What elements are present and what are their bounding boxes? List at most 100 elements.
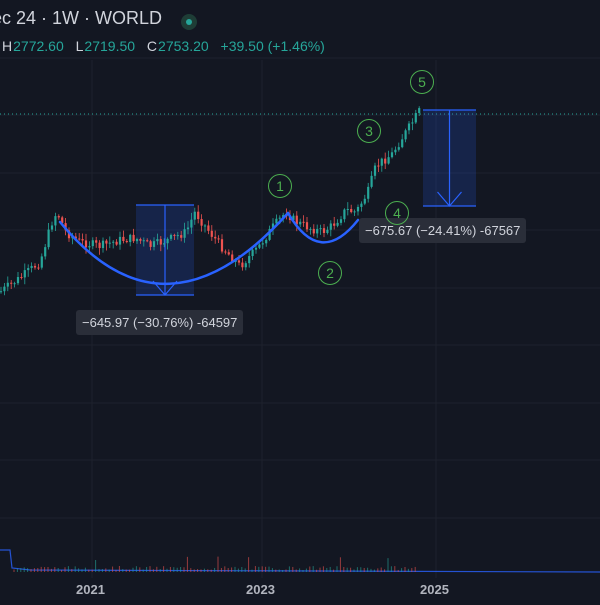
candle-40 xyxy=(135,237,139,244)
low-label: L xyxy=(75,38,84,54)
candle-80 xyxy=(271,218,275,236)
candle-9 xyxy=(30,262,33,273)
candle-93 xyxy=(316,224,319,238)
measure-box-right xyxy=(423,109,476,207)
candle-54 xyxy=(183,222,186,243)
candle-109 xyxy=(370,171,373,189)
time-axis[interactable]: 2021 2023 2025 xyxy=(0,578,600,600)
candle-116 xyxy=(394,146,397,156)
candle-101 xyxy=(343,208,346,223)
candle-92 xyxy=(312,224,315,237)
candle-67 xyxy=(227,249,230,256)
candle-36 xyxy=(122,230,125,244)
candle-37 xyxy=(125,238,128,244)
candle-10 xyxy=(33,263,37,270)
candle-99 xyxy=(336,219,339,228)
cup-curve xyxy=(58,211,290,285)
candle-65 xyxy=(220,234,224,254)
candle-64 xyxy=(217,235,220,243)
symbol-title[interactable]: ec 24 · 1W · WORLD xyxy=(0,8,163,28)
candle-45 xyxy=(152,237,156,251)
candle-0 xyxy=(0,286,3,294)
candle-113 xyxy=(384,152,387,170)
candle-11 xyxy=(37,263,40,271)
candle-26 xyxy=(88,241,91,252)
candle-8 xyxy=(27,264,30,277)
candle-2 xyxy=(6,276,9,292)
candle-53 xyxy=(180,230,183,242)
candle-31 xyxy=(105,239,108,251)
candle-60 xyxy=(203,224,207,233)
candle-90 xyxy=(305,216,309,232)
close-value: 2753.20 xyxy=(158,38,209,54)
candle-58 xyxy=(197,205,200,224)
volume-line xyxy=(0,549,600,573)
candle-12 xyxy=(40,253,43,270)
candle-123 xyxy=(418,106,421,116)
market-status-icon[interactable] xyxy=(181,14,197,30)
candle-44 xyxy=(149,239,152,251)
candle-114 xyxy=(387,150,390,165)
candle-5 xyxy=(16,271,20,286)
candle-66 xyxy=(224,249,227,255)
candle-76 xyxy=(258,243,261,250)
candle-89 xyxy=(302,215,305,227)
candle-97 xyxy=(329,220,332,237)
candle-34 xyxy=(115,239,118,246)
candle-50 xyxy=(169,233,173,241)
candle-7 xyxy=(23,263,26,285)
change-value: +39.50 (+1.46%) xyxy=(220,38,325,54)
wave-label-4[interactable]: 4 xyxy=(385,201,409,225)
candle-94 xyxy=(319,224,322,235)
time-tick-2025: 2025 xyxy=(420,582,449,597)
handle-curve xyxy=(286,211,360,244)
candle-19 xyxy=(64,218,67,236)
candle-6 xyxy=(20,273,23,280)
candle-100 xyxy=(339,216,343,226)
wave-label-2[interactable]: 2 xyxy=(318,261,342,285)
candle-32 xyxy=(108,236,111,249)
candle-105 xyxy=(356,204,360,216)
candle-115 xyxy=(390,147,394,159)
candle-78 xyxy=(265,238,268,247)
candle-24 xyxy=(81,233,84,247)
candle-49 xyxy=(166,237,169,250)
candle-122 xyxy=(414,109,417,124)
candle-103 xyxy=(350,204,353,214)
cup-handle-curves xyxy=(58,211,360,285)
candle-117 xyxy=(397,142,400,152)
candle-59 xyxy=(200,214,203,232)
candle-51 xyxy=(173,233,176,240)
wave-label-5[interactable]: 5 xyxy=(410,70,434,94)
candle-110 xyxy=(373,162,377,180)
wave-label-1[interactable]: 1 xyxy=(268,174,292,198)
candle-71 xyxy=(241,257,244,271)
candle-57 xyxy=(193,207,196,225)
candle-35 xyxy=(118,231,122,250)
wave-label-3[interactable]: 3 xyxy=(357,119,381,143)
close-label: C xyxy=(146,38,158,54)
candle-72 xyxy=(244,261,247,271)
candle-108 xyxy=(367,182,370,203)
candle-47 xyxy=(159,236,162,252)
candle-74 xyxy=(251,247,254,260)
candle-55 xyxy=(186,221,190,235)
candle-62 xyxy=(210,225,213,241)
candle-98 xyxy=(333,216,336,230)
candle-33 xyxy=(112,240,115,249)
candle-13 xyxy=(44,244,47,260)
measure-tools xyxy=(136,109,476,296)
candle-27 xyxy=(91,237,94,250)
candle-107 xyxy=(363,194,366,206)
candle-112 xyxy=(380,157,383,172)
grid-lines xyxy=(0,57,600,578)
candle-46 xyxy=(156,233,159,245)
measure-label-left[interactable]: −645.97 (−30.76%) -64597 xyxy=(76,310,244,335)
measure-label-right[interactable]: −675.67 (−24.41%) -67567 xyxy=(359,218,527,243)
candle-41 xyxy=(139,237,142,244)
candle-106 xyxy=(360,201,363,212)
candle-14 xyxy=(47,222,50,250)
candle-104 xyxy=(353,209,356,216)
